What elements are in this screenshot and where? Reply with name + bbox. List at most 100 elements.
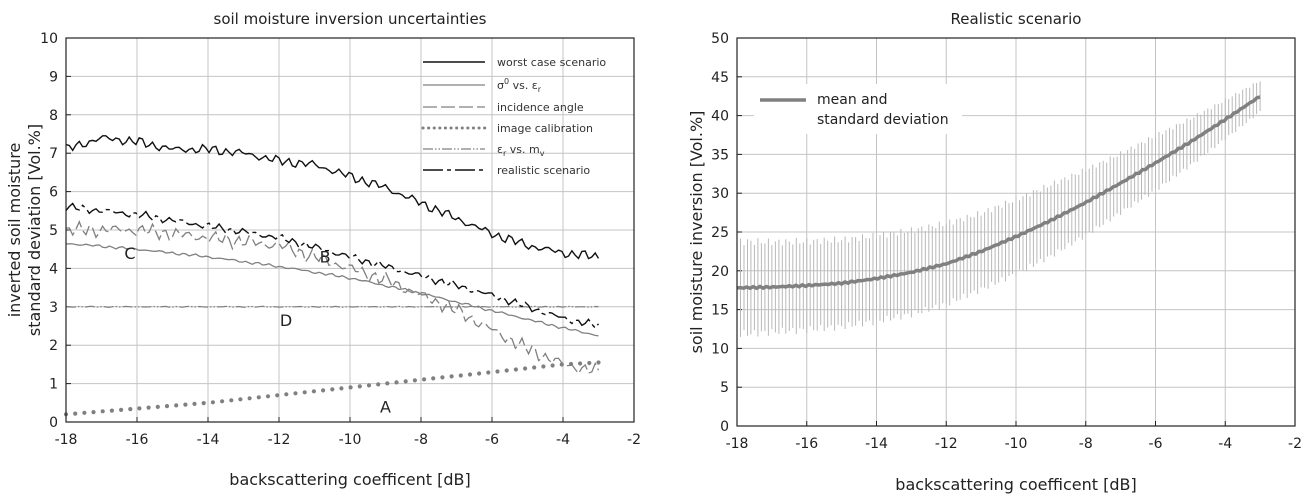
c2-ytick-label: 0 xyxy=(720,419,729,435)
calibration-point xyxy=(568,361,574,367)
calibration-point xyxy=(302,390,307,395)
chart1-frame xyxy=(65,37,635,423)
legend-label-line2: standard deviation xyxy=(817,112,949,128)
c2-ytick-label: 40 xyxy=(711,109,729,125)
chart2-ylabel: soil moisture inversion [Vol.%] xyxy=(687,111,706,354)
calibration-point xyxy=(321,388,326,393)
series-incidence-angle xyxy=(65,219,600,375)
calibration-point xyxy=(523,366,528,371)
chart2-title: Realistic scenario xyxy=(951,10,1082,28)
calibration-point xyxy=(348,385,353,390)
calibration-point xyxy=(256,395,261,400)
c2-xtick-label: -10 xyxy=(1005,436,1028,452)
annotation-c: C xyxy=(124,244,135,263)
calibration-point xyxy=(357,384,362,389)
legend-label-incidence: incidence angle xyxy=(497,101,584,114)
c1-xtick-label: -2 xyxy=(627,432,641,448)
c2-ytick-label: 25 xyxy=(711,225,729,241)
c2-xtick-label: -6 xyxy=(1149,436,1163,452)
c2-xtick-label: -18 xyxy=(726,436,749,452)
calibration-point xyxy=(174,403,179,408)
calibration-point xyxy=(311,389,316,394)
calibration-point xyxy=(394,380,399,385)
calibration-point xyxy=(91,410,96,415)
annotation-d: D xyxy=(280,311,292,330)
calibration-point xyxy=(513,367,519,372)
legend-label-realistic: realistic scenario xyxy=(497,164,590,177)
legend-label-sigma-vs-eps: σ0 vs. εr xyxy=(497,77,542,94)
c1-ytick-label: 10 xyxy=(40,31,58,47)
calibration-point xyxy=(504,368,509,373)
c2-ytick-label: 30 xyxy=(711,186,729,202)
calibration-point xyxy=(458,373,463,378)
calibration-point xyxy=(486,370,491,375)
calibration-point xyxy=(275,393,280,398)
c2-ytick-label: 35 xyxy=(711,147,729,163)
calibration-point xyxy=(431,376,436,381)
calibration-point xyxy=(155,404,160,409)
calibration-point xyxy=(440,375,445,380)
c2-xtick-label: -8 xyxy=(1079,436,1093,452)
calibration-point xyxy=(596,360,601,365)
calibration-point xyxy=(183,402,188,407)
calibration-point xyxy=(541,364,546,369)
series-sigma-vs-eps xyxy=(65,243,599,337)
calibration-point xyxy=(137,406,142,411)
c2-ytick-label: 50 xyxy=(711,31,729,47)
c1-ytick-label: 9 xyxy=(49,69,58,85)
calibration-point xyxy=(265,394,271,399)
c1-xtick-label: -6 xyxy=(485,432,499,448)
c1-xtick-label: -14 xyxy=(197,432,220,448)
chart2-frame xyxy=(736,37,1296,427)
legend-label-line1: mean and xyxy=(817,92,888,108)
c1-xtick-label: -12 xyxy=(268,432,291,448)
c1-ytick-label: 3 xyxy=(49,300,58,316)
c2-xtick-label: -16 xyxy=(795,436,818,452)
c2-ytick-label: 5 xyxy=(720,380,729,396)
c2-xtick-label: -2 xyxy=(1288,436,1302,452)
chart1-ylabel-line1: inverted soil moisture xyxy=(5,143,24,318)
calibration-point xyxy=(100,409,105,414)
series-mean xyxy=(736,95,1261,291)
chart1-title: soil moisture inversion uncertainties xyxy=(214,10,487,28)
calibration-point xyxy=(376,382,381,387)
calibration-point xyxy=(146,405,151,410)
legend-label-worst-case: worst case scenario xyxy=(497,56,606,69)
c1-ytick-label: 5 xyxy=(49,223,58,239)
calibration-point xyxy=(164,404,170,409)
calibration-point xyxy=(422,377,427,382)
legend-label-calibration: image calibration xyxy=(497,122,593,135)
calibration-point xyxy=(330,387,335,392)
calibration-point xyxy=(109,408,114,413)
calibration-point xyxy=(467,372,473,377)
c2-xtick-label: -12 xyxy=(935,436,958,452)
chart1-xlabel: backscattering coefficent [dB] xyxy=(229,470,470,489)
series-realistic xyxy=(65,202,600,329)
calibration-point xyxy=(210,400,215,405)
calibration-point xyxy=(192,401,197,406)
calibration-point xyxy=(238,397,243,402)
calibration-point xyxy=(128,407,133,412)
series-eps-vs-mv xyxy=(65,305,599,309)
legend-background xyxy=(754,84,962,134)
annotation-b: B xyxy=(320,248,331,267)
calibration-point xyxy=(220,399,225,404)
c1-ytick-label: 0 xyxy=(49,415,58,431)
chart2-xlabel: backscattering coefficent [dB] xyxy=(895,475,1136,494)
calibration-point xyxy=(119,407,124,412)
c2-ytick-label: 15 xyxy=(711,303,729,319)
c1-xtick-label: -10 xyxy=(339,432,362,448)
chart-uncertainties: soil moisture inversion uncertainties -1… xyxy=(5,10,641,489)
calibration-point xyxy=(403,379,408,384)
calibration-point xyxy=(587,360,592,366)
chart1-ylabel-line2: standard deviation [Vol.%] xyxy=(25,124,44,336)
calibration-point xyxy=(293,391,298,396)
c1-ytick-label: 6 xyxy=(49,185,58,201)
calibration-point xyxy=(532,365,537,370)
c1-ytick-label: 1 xyxy=(49,377,58,393)
calibration-point xyxy=(559,362,564,367)
calibration-point xyxy=(495,369,500,374)
c1-ytick-label: 4 xyxy=(49,261,58,277)
annotation-a: A xyxy=(380,397,391,416)
